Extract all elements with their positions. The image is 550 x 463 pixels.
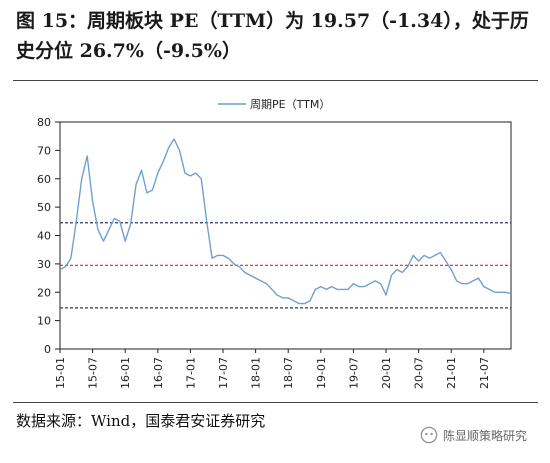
y-tick-label: 40 [37,230,51,243]
y-tick-label: 60 [37,173,51,186]
source-note: 数据来源：Wind，国泰君安证券研究 [16,412,266,430]
y-tick-label: 50 [37,201,51,214]
y-axis: 0 10 20 30 40 50 60 70 80 [37,116,60,356]
chart-legend: 周期PE（TTM） [218,98,330,111]
x-tick-label: 17-07 [217,357,230,389]
x-tick-label: 18-07 [282,357,295,389]
y-tick-label: 30 [37,258,51,271]
footer-divider [13,402,538,403]
x-tick-label: 19-07 [347,357,360,389]
wechat-icon [420,426,438,444]
x-tick-label: 16-07 [152,357,165,389]
title-divider [13,80,538,81]
x-tick-label: 16-01 [119,357,132,389]
x-tick-label: 21-07 [478,357,491,389]
x-tick-label: 15-01 [54,357,67,389]
y-tick-label: 20 [37,286,51,299]
y-tick-label: 0 [44,343,51,356]
x-tick-label: 18-01 [250,357,263,389]
x-tick-label: 20-07 [413,357,426,389]
figure-title: 图 15：周期板块 PE（TTM）为 19.57（-1.34），处于历史分位 2… [16,10,529,62]
x-tick-label: 19-01 [315,357,328,389]
pe-line-chart: 周期PE（TTM） 0 10 20 30 40 50 60 70 80 15-01 15-07 16… [37,98,512,389]
y-tick-label: 70 [37,144,51,157]
y-tick-label: 80 [37,116,51,129]
x-axis: 15-01 15-07 16-01 16-07 17-01 17-07 18-01 18-07… [54,349,491,389]
series-line-pe-ttm [59,138,512,305]
legend-label: 周期PE（TTM） [250,98,330,111]
x-tick-label: 15-07 [87,357,100,389]
reference-lines [60,222,511,309]
watermark: 陈显顺策略研究 [420,426,527,444]
x-tick-label: 21-01 [445,357,458,389]
watermark-text: 陈显顺策略研究 [443,428,528,443]
x-tick-label: 17-01 [184,357,197,389]
y-tick-label: 10 [37,315,51,328]
x-tick-label: 20-01 [380,357,393,389]
